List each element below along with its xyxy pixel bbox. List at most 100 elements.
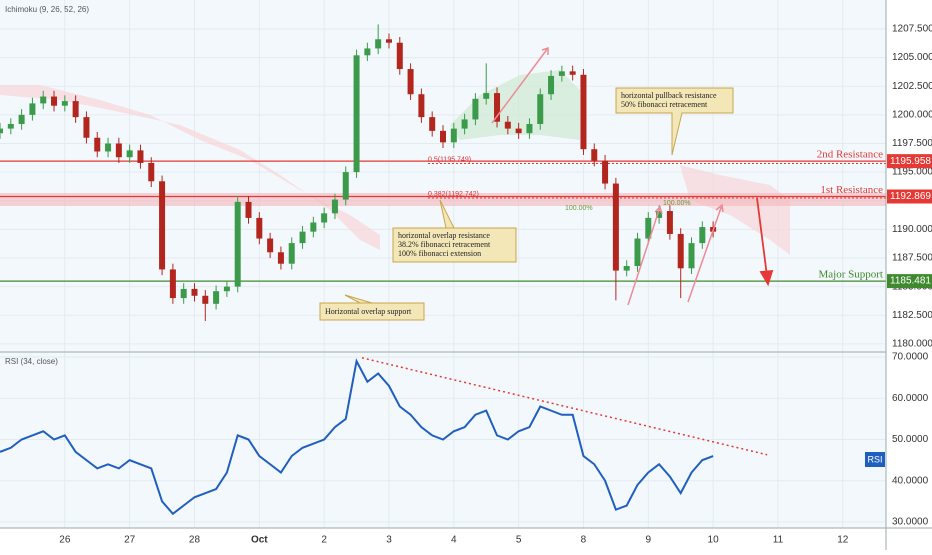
- candle-body: [94, 137, 101, 152]
- candle-body: [51, 96, 58, 106]
- y-tick-label: 1197.500: [892, 138, 932, 149]
- candle-body: [504, 121, 511, 129]
- candle-body: [115, 143, 122, 158]
- candle-body: [483, 93, 490, 99]
- candle-body: [342, 172, 349, 200]
- candle-body: [688, 243, 695, 269]
- candle-body: [105, 143, 112, 152]
- x-tick-label: 8: [581, 535, 587, 546]
- x-tick-label: 3: [386, 535, 392, 546]
- y-tick-label: 1182.500: [892, 310, 932, 321]
- fib-label: 100.00%: [565, 205, 593, 212]
- candle-body: [558, 71, 565, 76]
- candle-body: [331, 199, 338, 214]
- annotation-box: [319, 87, 734, 321]
- candle-body: [472, 98, 479, 120]
- x-tick-label: 26: [59, 535, 71, 546]
- candle-body: [602, 160, 609, 184]
- candle-body: [418, 94, 425, 118]
- projection-arrow: [756, 197, 774, 287]
- candle-body: [526, 124, 533, 134]
- candle-body: [375, 39, 382, 49]
- candle-body: [0, 128, 3, 134]
- candle-body: [634, 238, 641, 267]
- x-tick-label: 5: [516, 535, 522, 546]
- candle-body: [18, 114, 25, 125]
- swing-arrows: [491, 46, 724, 306]
- candle-body: [645, 217, 652, 239]
- rsi-badge-label: RSI: [867, 454, 882, 464]
- y-tick-label: 30.0000: [892, 517, 929, 528]
- candle-body: [191, 288, 198, 296]
- annotation: horizontal overlap resistance: [398, 231, 490, 240]
- candle-body: [72, 101, 79, 118]
- candle-body: [385, 39, 392, 43]
- candle-body: [299, 231, 306, 244]
- candle-body: [699, 227, 706, 244]
- y-tick-label: 1190.000: [892, 224, 932, 235]
- candle-body: [137, 150, 144, 163]
- x-tick-label: 12: [837, 535, 849, 546]
- candle-body: [407, 69, 414, 95]
- candle-body: [256, 217, 263, 239]
- candle-body: [623, 266, 630, 271]
- candle-body: [580, 74, 587, 150]
- candle-body: [612, 183, 619, 271]
- annotation: 50% fibonacci retracement: [621, 100, 708, 109]
- ichimoku-cloud: [680, 165, 790, 255]
- candle-body: [126, 150, 133, 158]
- y-tick-label: 1200.000: [892, 109, 932, 120]
- candle-body: [29, 103, 36, 115]
- candle-body: [677, 233, 684, 269]
- candle-body: [202, 295, 209, 304]
- y-tick-label: 1195.000: [892, 167, 932, 178]
- y-tick-label: 60.0000: [892, 393, 929, 404]
- level-badge: [887, 274, 932, 289]
- x-tick-label: 11: [773, 535, 784, 546]
- candle-body: [396, 42, 403, 70]
- rsi-line: [0, 358, 714, 516]
- candle-body: [213, 291, 220, 304]
- candle-body: [169, 269, 176, 299]
- candle-body: [494, 93, 501, 122]
- y-tick-label: 1202.500: [892, 81, 932, 92]
- level-label: 2nd Resistance: [817, 149, 883, 161]
- x-tick-label: 9: [646, 535, 652, 546]
- candle-body: [267, 238, 274, 253]
- annotation: horizontal pullback resistance: [621, 91, 717, 100]
- candle-body: [548, 75, 555, 95]
- x-tick-label: 28: [189, 535, 201, 546]
- candle-body: [656, 211, 663, 218]
- candle-body: [364, 48, 371, 56]
- x-tick-label: 27: [124, 535, 136, 546]
- x-tick-label: 4: [451, 535, 457, 546]
- candle-body: [310, 222, 317, 232]
- x-tick-label: Oct: [251, 535, 268, 546]
- ichimoku-cloud: [450, 70, 580, 140]
- y-tick-label: 70.0000: [892, 352, 929, 363]
- annotation: 100% fibonacci extension: [398, 249, 481, 258]
- candle-body: [223, 286, 230, 292]
- candle-body: [7, 124, 14, 129]
- level-label: 1st Resistance: [820, 184, 883, 196]
- candle-body: [288, 243, 295, 264]
- rsi-badge: [865, 452, 885, 467]
- fib-label: 0.5(1195.749): [428, 156, 471, 163]
- candle-body: [159, 181, 166, 270]
- candle-body: [277, 252, 284, 264]
- level-badge: [887, 189, 932, 204]
- y-tick-label: 1205.000: [892, 52, 932, 63]
- candle-body: [569, 71, 576, 75]
- candle-body: [440, 130, 446, 143]
- legend: RSI (34, close): [5, 357, 58, 366]
- candle-body: [40, 96, 47, 104]
- candle-body: [61, 101, 68, 106]
- fib-label: 100.00%: [663, 200, 691, 207]
- y-tick-label: 1207.500: [892, 24, 932, 35]
- y-tick-label: 50.0000: [892, 434, 929, 445]
- level-value: 1185.481: [890, 276, 931, 287]
- candle-body: [148, 162, 155, 182]
- candle-body: [353, 55, 360, 173]
- candle-body: [450, 128, 457, 143]
- y-tick-label: 1180.000: [892, 339, 932, 350]
